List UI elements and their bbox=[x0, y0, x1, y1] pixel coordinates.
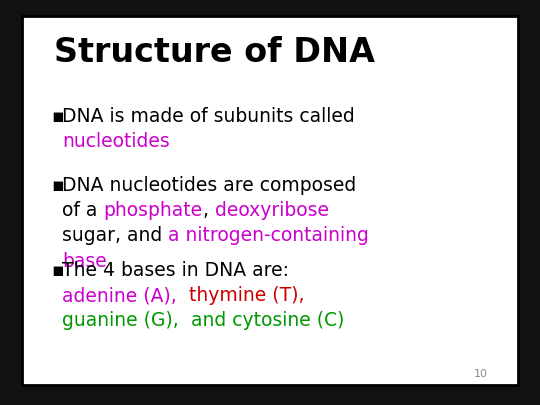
Text: a nitrogen-containing: a nitrogen-containing bbox=[168, 226, 369, 245]
Text: guanine (G),: guanine (G), bbox=[62, 311, 179, 330]
Text: ▪: ▪ bbox=[51, 176, 64, 195]
Text: base: base bbox=[62, 252, 107, 271]
Text: The 4 bases in DNA are:: The 4 bases in DNA are: bbox=[62, 261, 289, 280]
Text: Structure of DNA: Structure of DNA bbox=[54, 36, 375, 69]
Text: phosphate: phosphate bbox=[104, 201, 202, 220]
Text: sugar, and: sugar, and bbox=[62, 226, 168, 245]
Text: ▪: ▪ bbox=[51, 107, 64, 126]
Text: nucleotides: nucleotides bbox=[62, 132, 170, 151]
Text: DNA nucleotides are composed: DNA nucleotides are composed bbox=[62, 176, 356, 195]
Text: thymine (T),: thymine (T), bbox=[189, 286, 305, 305]
Text: of a: of a bbox=[62, 201, 104, 220]
Text: and cytosine (C): and cytosine (C) bbox=[179, 311, 344, 330]
Text: adenine (A),: adenine (A), bbox=[62, 286, 177, 305]
Text: ,: , bbox=[202, 201, 214, 220]
Text: DNA is made of subunits called: DNA is made of subunits called bbox=[62, 107, 361, 126]
Text: ▪: ▪ bbox=[51, 261, 64, 280]
Text: deoxyribose: deoxyribose bbox=[214, 201, 329, 220]
Text: 10: 10 bbox=[474, 369, 488, 379]
